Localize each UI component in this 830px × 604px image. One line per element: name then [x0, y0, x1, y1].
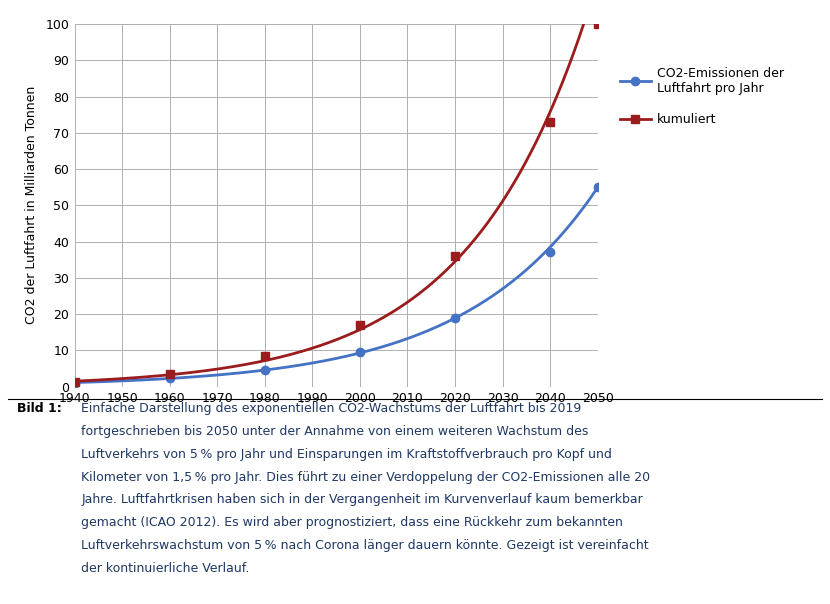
Text: Luftverkehrs von 5 % pro Jahr und Einsparungen im Kraftstoffverbrauch pro Kopf u: Luftverkehrs von 5 % pro Jahr und Einspa…: [81, 448, 613, 461]
Text: Kilometer von 1,5 % pro Jahr. Dies führt zu einer Verdoppelung der CO2-Emissione: Kilometer von 1,5 % pro Jahr. Dies führt…: [81, 471, 651, 484]
Text: gemacht (ICAO 2012). Es wird aber prognostiziert, dass eine Rückkehr zum bekannt: gemacht (ICAO 2012). Es wird aber progno…: [81, 516, 623, 530]
Text: Einfache Darstellung des exponentiellen CO2-Wachstums der Luftfahrt bis 2019: Einfache Darstellung des exponentiellen …: [81, 402, 582, 415]
Legend: CO2-Emissionen der
Luftfahrt pro Jahr, kumuliert: CO2-Emissionen der Luftfahrt pro Jahr, k…: [619, 66, 784, 126]
Text: Luftverkehrswachstum von 5 % nach Corona länger dauern könnte. Gezeigt ist verei: Luftverkehrswachstum von 5 % nach Corona…: [81, 539, 649, 553]
Text: Jahre. Luftfahrtkrisen haben sich in der Vergangenheit im Kurvenverlauf kaum bem: Jahre. Luftfahrtkrisen haben sich in der…: [81, 493, 643, 507]
Y-axis label: CO2 der Luftfahrt in Milliarden Tonnen: CO2 der Luftfahrt in Milliarden Tonnen: [26, 86, 38, 324]
Text: Bild 1:: Bild 1:: [17, 402, 61, 415]
Text: fortgeschrieben bis 2050 unter der Annahme von einem weiteren Wachstum des: fortgeschrieben bis 2050 unter der Annah…: [81, 425, 588, 438]
Text: der kontinuierliche Verlauf.: der kontinuierliche Verlauf.: [81, 562, 250, 576]
